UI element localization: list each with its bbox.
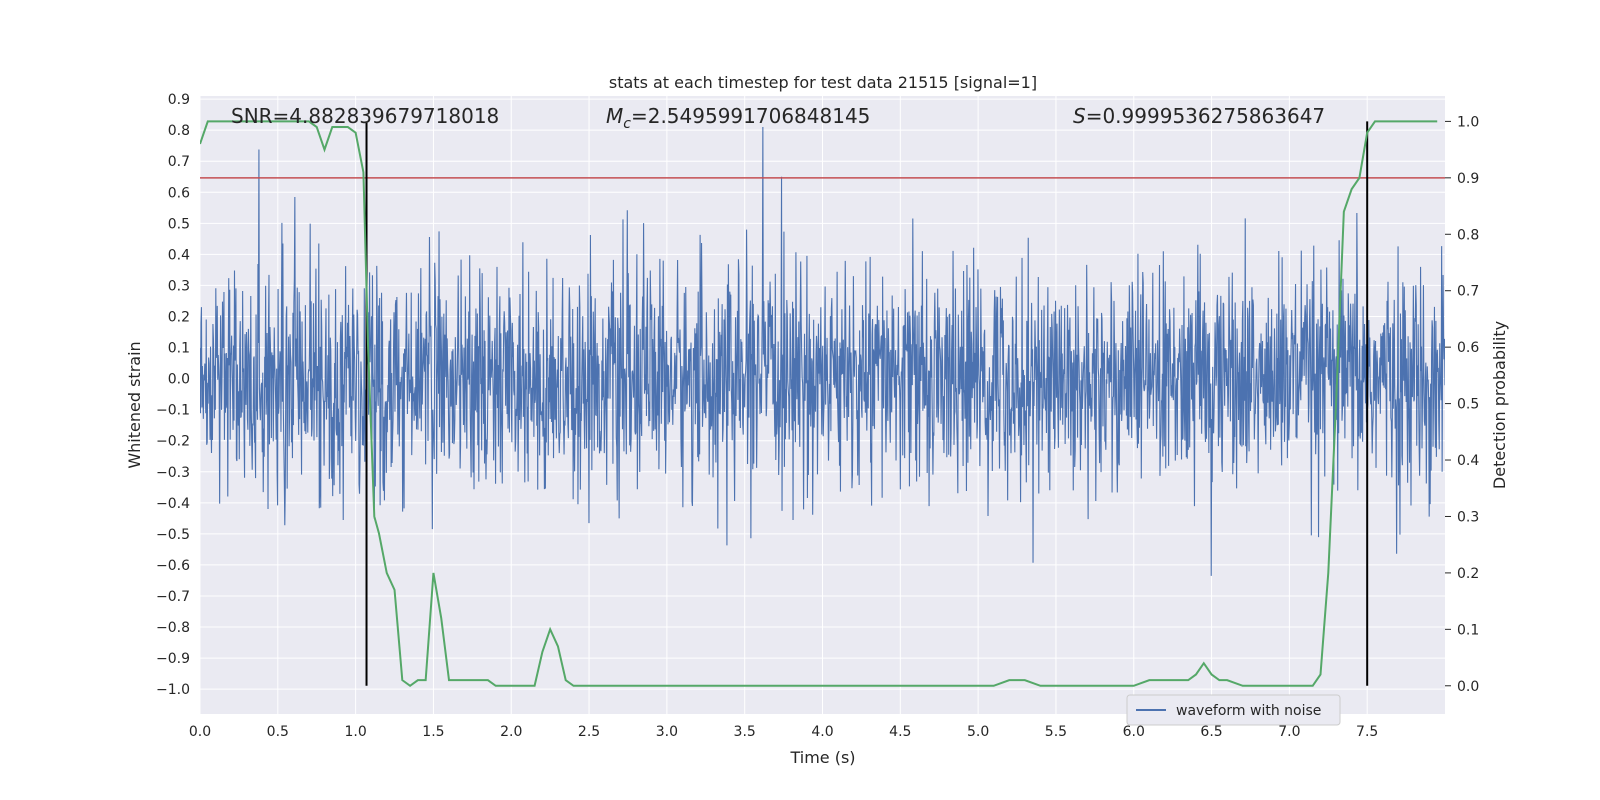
right-tick-label: 0.9 — [1457, 171, 1479, 187]
left-tick-label: −1.0 — [156, 682, 190, 698]
left-tick-label: −0.5 — [156, 527, 190, 543]
right-tick-label: 1.0 — [1457, 114, 1479, 130]
x-tick-label: 2.5 — [578, 724, 600, 740]
left-tick-label: 0.0 — [168, 372, 190, 388]
x-tick-label: 3.0 — [656, 724, 678, 740]
left-tick-label: 0.7 — [168, 154, 190, 170]
x-tick-label: 7.5 — [1356, 724, 1378, 740]
left-tick-label: 0.3 — [168, 278, 190, 294]
left-tick-label: 0.2 — [168, 309, 190, 325]
right-tick-label: 0.6 — [1457, 340, 1479, 356]
right-tick-label: 0.2 — [1457, 566, 1479, 582]
s-value: =0.9999536275863647 — [1086, 104, 1325, 128]
right-tick-label: 0.7 — [1457, 284, 1479, 300]
x-tick-label: 5.5 — [1045, 724, 1067, 740]
mc-annotation: Mc=2.5495991706848145 — [606, 104, 870, 132]
waveform-series — [200, 127, 1445, 576]
x-tick-label: 0.5 — [267, 724, 289, 740]
s-annotation: S=0.9999536275863647 — [1073, 104, 1325, 128]
right-axis-label: Detection probability — [1490, 321, 1509, 489]
mc-value: =2.5495991706848145 — [631, 104, 870, 128]
x-tick-label: 6.0 — [1123, 724, 1145, 740]
legend-label: waveform with noise — [1176, 703, 1321, 719]
probability-curve — [200, 120, 1438, 688]
x-tick-label: 3.5 — [734, 724, 756, 740]
right-tick-label: 0.4 — [1457, 453, 1479, 469]
right-tick-label: 0.5 — [1457, 397, 1479, 413]
x-tick-label: 0.0 — [189, 724, 211, 740]
right-tick-label: 0.3 — [1457, 509, 1479, 525]
waveform-trace — [200, 127, 1445, 576]
mc-subscript: c — [623, 116, 631, 132]
overlay-lines — [200, 120, 1445, 688]
x-tick-label: 1.0 — [344, 724, 366, 740]
x-tick-label: 2.0 — [500, 724, 522, 740]
left-tick-label: −0.7 — [156, 589, 190, 605]
left-tick-label: −0.3 — [156, 465, 190, 481]
left-tick-label: −0.2 — [156, 434, 190, 450]
snr-annotation: SNR=4.882839679718018 — [231, 104, 499, 128]
x-tick-label: 1.5 — [422, 724, 444, 740]
left-tick-label: −0.6 — [156, 558, 190, 574]
x-tick-label: 6.5 — [1200, 724, 1222, 740]
right-tick-label: 0.0 — [1457, 679, 1479, 695]
mc-symbol: M — [606, 104, 623, 128]
left-axis-label: Whitened strain — [125, 341, 144, 468]
s-symbol: S — [1073, 104, 1086, 128]
left-tick-label: −0.4 — [156, 496, 190, 512]
left-tick-label: 0.6 — [168, 185, 190, 201]
left-tick-label: 0.4 — [168, 247, 190, 263]
legend: waveform with noise — [1126, 694, 1341, 726]
left-tick-label: 0.1 — [168, 341, 190, 357]
x-tick-label: 5.0 — [967, 724, 989, 740]
right-tick-label: 0.1 — [1457, 622, 1479, 638]
x-tick-label: 7.0 — [1278, 724, 1300, 740]
chart-title: stats at each timestep for test data 215… — [609, 73, 1037, 92]
legend-box — [1126, 694, 1341, 726]
x-axis-label: Time (s) — [789, 748, 855, 767]
left-tick-label: 0.9 — [168, 92, 190, 108]
right-tick-label: 0.8 — [1457, 227, 1479, 243]
left-tick-label: −0.1 — [156, 403, 190, 419]
left-tick-label: 0.5 — [168, 216, 190, 232]
x-axis: 0.0 0.5 1.0 1.5 2.0 2.5 3.0 3.5 4.0 4.5 5.0 5.5 6.0 6… — [189, 724, 1378, 740]
x-tick-label: 4.0 — [811, 724, 833, 740]
left-tick-label: −0.9 — [156, 651, 190, 667]
left-tick-label: −0.8 — [156, 620, 190, 636]
right-y-axis: 1.0 0.9 0.8 0.7 0.6 0.5 0.4 0.3 0.2 0.1 0.0 — [1445, 114, 1479, 695]
x-tick-label: 4.5 — [889, 724, 911, 740]
left-y-axis: 0.9 0.8 0.7 0.6 0.5 0.4 0.3 0.2 0.1 0.0 −0.1 −0.2 −0… — [156, 92, 190, 698]
left-tick-label: 0.8 — [168, 123, 190, 139]
